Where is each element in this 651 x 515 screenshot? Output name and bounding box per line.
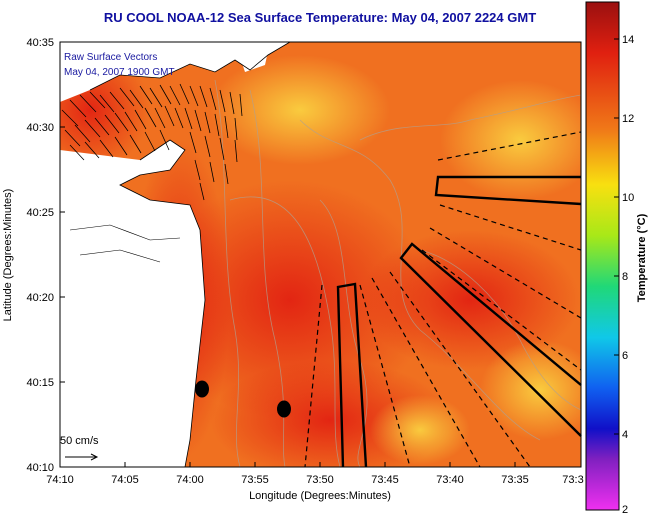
dashed-sector-lines [304, 131, 582, 468]
vector-scale: 50 cm/s [60, 435, 99, 461]
colorbar-tick: 10 [622, 192, 634, 204]
y-tick-label: 40:25 [26, 207, 54, 219]
map-title: RU COOL NOAA-12 Sea Surface Temperature:… [103, 10, 537, 25]
y-tick-label: 40:20 [26, 292, 54, 304]
station-dot [195, 380, 209, 398]
colorbar-tick: 2 [622, 504, 628, 515]
sst-field [60, 42, 581, 467]
x-tick-label: 73:35 [501, 474, 529, 486]
y-tick-label: 40:15 [26, 377, 54, 389]
colorbar-gradient [585, 1, 620, 511]
y-tick-label: 40:10 [26, 462, 54, 474]
y-tick-label: 40:30 [26, 122, 54, 134]
x-tick-label: 73:50 [306, 474, 334, 486]
x-tick-label: 74:05 [111, 474, 139, 486]
station-dot [277, 400, 291, 418]
colorbar: 14 12 10 8 6 4 2 Temperature (°C) [585, 1, 648, 515]
vector-overlay-line1: Raw Surface Vectors [64, 52, 157, 63]
colorbar-tick: 4 [622, 429, 628, 441]
x-tick-labels: 74:10 74:05 74:00 73:55 73:50 73:45 73:4… [46, 474, 583, 486]
x-axis-label: Longitude (Degrees:Minutes) [249, 490, 391, 502]
colorbar-tick: 6 [622, 350, 628, 362]
x-tick-label: 73:55 [241, 474, 269, 486]
current-vectors [61, 83, 243, 201]
colorbar-tick: 12 [622, 113, 634, 125]
tick-marks [59, 41, 516, 468]
colorbar-tick: 14 [622, 34, 634, 46]
y-axis-label: Latitude (Degrees:Minutes) [2, 189, 14, 322]
x-tick-label: 73:45 [371, 474, 399, 486]
x-tick-label: 73:3 [562, 474, 583, 486]
vector-scale-label: 50 cm/s [60, 435, 99, 447]
x-tick-label: 74:00 [176, 474, 204, 486]
x-tick-label: 74:10 [46, 474, 74, 486]
study-zones [336, 175, 582, 468]
colorbar-label: Temperature (°C) [636, 213, 648, 302]
x-tick-label: 73:40 [436, 474, 464, 486]
y-tick-labels: 40:35 40:30 40:25 40:20 40:15 40:10 [26, 37, 54, 474]
colorbar-tick: 8 [622, 271, 628, 283]
vector-overlay-line2: May 04, 2007 1900 GMT [64, 67, 175, 78]
y-tick-label: 40:35 [26, 37, 54, 49]
